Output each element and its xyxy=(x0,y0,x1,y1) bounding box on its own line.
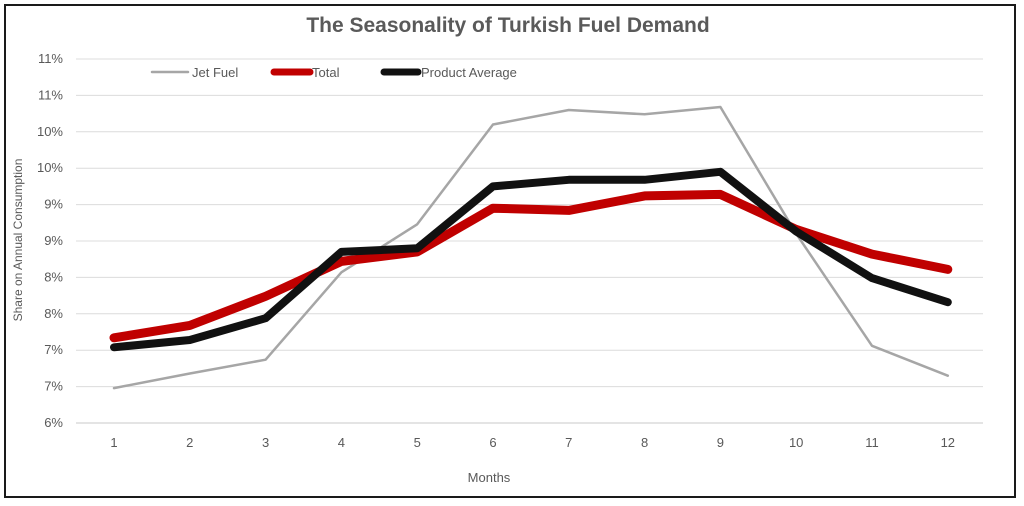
y-tick-label: 10% xyxy=(37,160,63,175)
y-tick-labels: 6% 7% 7% 8% 8% 9% 9% 10% 10% 11% 11% xyxy=(37,51,63,430)
legend-label: Jet Fuel xyxy=(192,65,238,80)
x-tick-label: 4 xyxy=(338,435,345,450)
y-tick-label: 7% xyxy=(44,342,63,357)
y-tick-label: 9% xyxy=(44,197,63,212)
x-tick-label: 8 xyxy=(641,435,648,450)
x-tick-label: 1 xyxy=(110,435,117,450)
chart-title: The Seasonality of Turkish Fuel Demand xyxy=(306,14,710,37)
legend-label: Product Average xyxy=(421,65,517,80)
y-tick-label: 11% xyxy=(38,87,63,102)
y-tick-label: 9% xyxy=(44,233,63,248)
series-line-product-average xyxy=(110,167,952,352)
chart-frame xyxy=(4,4,1016,498)
x-tick-label: 7 xyxy=(565,435,572,450)
x-tick-label: 10 xyxy=(789,435,803,450)
y-tick-label: 6% xyxy=(44,415,63,430)
x-axis-label: Months xyxy=(468,470,511,485)
series-line-jet-fuel xyxy=(112,105,950,390)
legend-label: Total xyxy=(312,65,340,80)
gridlines xyxy=(76,58,983,424)
y-tick-label: 8% xyxy=(44,306,63,321)
y-tick-label: 7% xyxy=(44,379,63,394)
x-tick-label: 5 xyxy=(414,435,421,450)
y-tick-label: 11% xyxy=(38,51,63,66)
y-axis-label: Share on Annual Consumption xyxy=(11,159,25,322)
x-tick-label: 6 xyxy=(489,435,496,450)
x-tick-label: 11 xyxy=(865,435,879,450)
x-tick-label: 3 xyxy=(262,435,269,450)
x-tick-label: 9 xyxy=(717,435,724,450)
series-line-total xyxy=(109,189,953,343)
x-tick-labels: 1 2 3 4 5 6 7 8 9 10 11 12 xyxy=(110,435,955,450)
x-tick-label: 12 xyxy=(941,435,955,450)
series-lines xyxy=(109,105,953,390)
legend: Jet Fuel Total Product Average xyxy=(150,65,517,80)
y-tick-label: 10% xyxy=(37,124,63,139)
x-tick-label: 2 xyxy=(186,435,193,450)
y-tick-label: 8% xyxy=(44,269,63,284)
